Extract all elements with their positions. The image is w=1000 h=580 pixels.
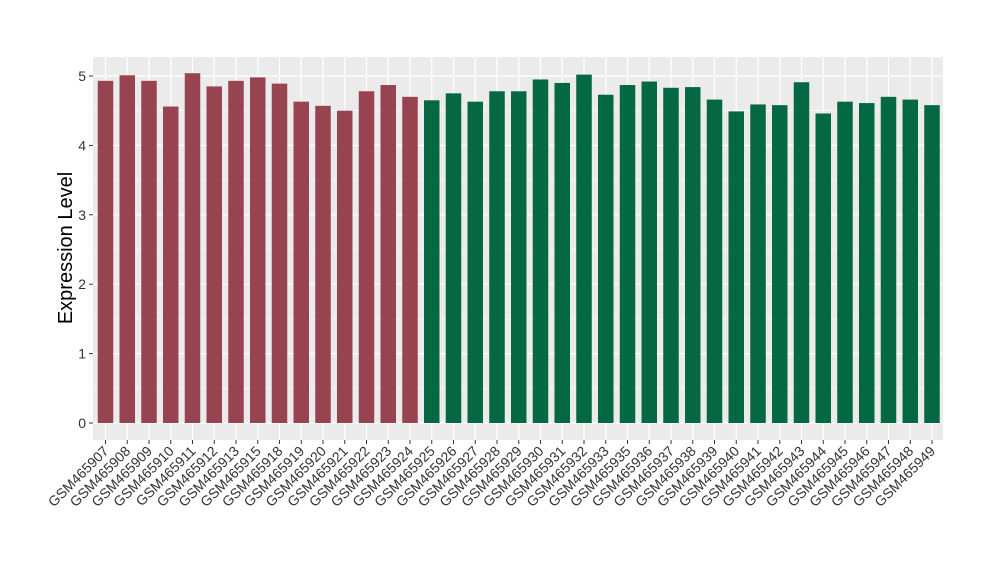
bar-GSM465930 [532,79,549,423]
bar-GSM465935 [619,85,636,423]
bar-GSM465910 [163,106,179,423]
bar-GSM465925 [424,100,440,423]
bar-GSM465926 [445,93,462,423]
bar-GSM465907 [97,80,114,423]
bar-GSM465940 [728,111,744,424]
bars [97,73,940,424]
bar-GSM465908 [119,75,135,423]
bar-GSM465929 [511,91,527,423]
bar-GSM465915 [250,77,266,423]
bar-GSM465937 [663,87,679,423]
bar-GSM465931 [554,82,570,423]
bar-GSM465938 [685,87,701,423]
bar-GSM465942 [772,105,788,423]
bar-GSM465941 [750,104,766,423]
x-axis: GSM465907GSM465908GSM465909GSM465910GSM4… [45,440,938,510]
bar-GSM465936 [641,81,657,423]
bar-GSM465912 [206,86,222,423]
bar-GSM465909 [141,80,157,423]
bar-GSM465918 [271,83,288,423]
y-tick-label: 4 [78,137,86,153]
bar-GSM465919 [293,101,309,423]
bar-GSM465946 [859,103,875,423]
bar-GSM465944 [815,113,831,423]
bar-GSM465939 [706,99,723,423]
bar-GSM465922 [358,91,375,423]
y-tick-label: 1 [78,346,86,362]
y-tick-label: 0 [78,415,86,431]
bar-GSM465948 [902,99,918,423]
bar-GSM465921 [337,110,353,423]
y-axis-title: Expression Level [55,172,77,324]
bar-GSM465920 [315,105,331,423]
bar-GSM465932 [576,74,592,423]
y-tick-label: 2 [78,276,86,292]
y-tick-label: 3 [78,207,86,223]
bar-GSM465933 [598,94,614,423]
bar-GSM465943 [793,82,810,423]
bar-GSM465949 [924,105,940,423]
bar-GSM465913 [228,80,244,423]
bar-GSM465928 [489,91,505,423]
bar-GSM465924 [402,96,418,423]
bar-GSM465923 [380,85,396,423]
bar-GSM465911 [184,73,201,423]
bar-GSM465945 [837,101,853,423]
y-tick-label: 5 [78,68,86,84]
y-axis: 0 1 2 3 4 5 [78,68,93,431]
bar-GSM465947 [880,96,897,423]
bar-GSM465927 [467,101,483,423]
